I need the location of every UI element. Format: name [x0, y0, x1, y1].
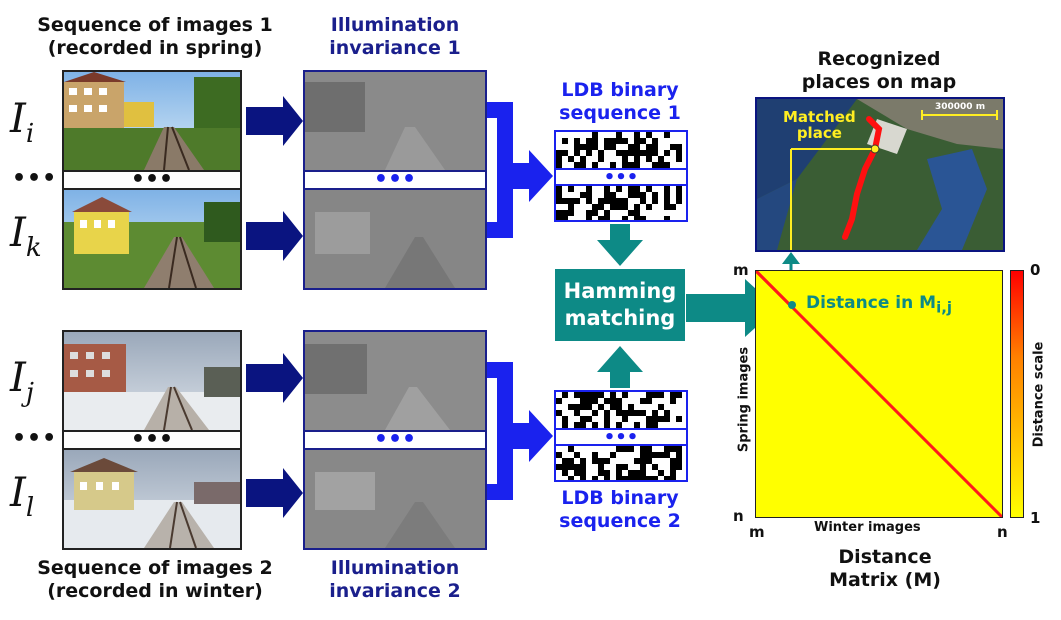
map-svg: [757, 99, 1003, 250]
bracket-illum2-to-ldb2: [487, 362, 553, 500]
ldb2-title-line1: LDB binary: [561, 487, 679, 509]
matrix-n-bottom: n: [997, 523, 1008, 541]
colorbar-top-label: 0: [1030, 261, 1041, 279]
map-scale-label: 300000 m: [935, 102, 986, 112]
label-j-sub: j: [25, 378, 34, 408]
seq2-title-line2: (recorded in winter): [47, 580, 263, 602]
ldb1-pattern: •••: [556, 132, 686, 220]
label-l-sub: l: [25, 493, 35, 523]
ldb2-pattern: •••: [556, 392, 686, 480]
illum2-strip: •••: [303, 330, 487, 550]
matrix-caption: Distance Matrix (M): [800, 546, 970, 592]
left-ellipsis-top: •••: [12, 166, 58, 191]
arrow-ldb2-to-hamming: [597, 346, 643, 388]
label-image-k: Ik: [10, 210, 42, 263]
ldb2-box: •••: [554, 390, 688, 482]
illum1-svg: •••: [305, 72, 485, 288]
arrow-spring-top: [246, 96, 303, 146]
label-image-i: Ii: [10, 96, 34, 149]
matrix-m-top: m: [733, 261, 749, 279]
matrix-m-bottom: m: [749, 523, 765, 541]
label-i-sub: i: [25, 119, 35, 149]
illum2-title: Illumination invariance 2: [300, 557, 490, 603]
arrow-winter-top: [246, 353, 303, 403]
spring-photos-svg: •••: [64, 72, 240, 288]
illum1-title: Illumination invariance 1: [300, 14, 490, 60]
illum2-svg: •••: [305, 332, 485, 548]
map-matched-label: Matched place: [783, 109, 856, 141]
svg-text:•••: •••: [604, 167, 639, 188]
winter-photo-1: [64, 332, 240, 431]
distance-label: Distance in Mi,j: [806, 293, 952, 316]
map-matched-dot: [870, 144, 880, 154]
map-track-path: [842, 116, 883, 240]
arrow-winter-bottom: [246, 468, 303, 518]
illum1-title-line1: Illumination: [330, 14, 460, 36]
illum2-title-line1: Illumination: [330, 557, 460, 579]
arrow-hamming-to-matrix: [686, 279, 777, 337]
label-k-base: I: [10, 210, 26, 256]
distance-label-sub: i,j: [936, 298, 953, 317]
left-ellipsis-bottom: •••: [12, 426, 58, 451]
seq1-title: Sequence of images 1 (recorded in spring…: [10, 14, 300, 60]
seq2-title-line1: Sequence of images 2: [37, 557, 273, 579]
bracket-illum1-to-ldb1: [487, 102, 553, 238]
ldb1-title-line2: sequence 1: [559, 102, 681, 124]
map-panel: Matched place 300000 m: [755, 97, 1005, 252]
ldb1-title: LDB binary sequence 1: [540, 79, 700, 125]
colorbar-axis-label: Distance scale: [1031, 341, 1047, 448]
matrix-y-label: Spring images: [736, 346, 752, 453]
ldb1-box: •••: [554, 130, 688, 222]
distance-label-text: Distance in M: [806, 293, 937, 313]
distance-matrix: [755, 270, 1003, 518]
matrix-caption-line2: Matrix (M): [829, 569, 941, 591]
spring-photo-1: [64, 72, 240, 171]
winter-photo-strip: •••: [62, 330, 242, 550]
colorbar-bottom-label: 1: [1030, 509, 1041, 527]
map-title-line2: places on map: [801, 71, 957, 93]
arrow-spring-bottom: [246, 211, 303, 261]
matrix-caption-line1: Distance: [838, 546, 932, 568]
distance-matrix-svg: [756, 271, 1002, 517]
map-title: Recognized places on map: [768, 48, 990, 94]
label-image-l: Il: [10, 470, 34, 523]
spring-photo-2: [64, 190, 240, 288]
label-l-base: I: [10, 470, 26, 516]
ldb1-title-line1: LDB binary: [561, 79, 679, 101]
winter-photo-2: [64, 450, 240, 548]
label-k-sub: k: [25, 233, 42, 263]
winter-photos-svg: •••: [64, 332, 240, 548]
matrix-n-left: n: [733, 507, 744, 525]
map-matched-line2: place: [796, 124, 842, 142]
svg-text:•••: •••: [604, 427, 639, 448]
seq1-title-line2: (recorded in spring): [47, 37, 263, 59]
hamming-line1: Hamming: [563, 279, 677, 303]
ldb2-title-line2: sequence 2: [559, 510, 681, 532]
hamming-line2: matching: [564, 306, 676, 330]
illum1-title-line2: invariance 1: [329, 37, 461, 59]
ldb2-title: LDB binary sequence 2: [540, 487, 700, 533]
matrix-x-label: Winter images: [814, 520, 921, 535]
map-title-line1: Recognized: [817, 48, 941, 70]
seq2-title: Sequence of images 2 (recorded in winter…: [10, 557, 300, 603]
matrix-match-marker: [756, 271, 794, 309]
label-j-base: I: [10, 355, 26, 401]
hamming-matching-box: Hamming matching: [555, 269, 685, 341]
matrix-diagonal: [756, 271, 1002, 517]
arrow-ldb1-to-hamming: [597, 224, 643, 266]
illum1-strip: •••: [303, 70, 487, 290]
matrix-match-dot: [788, 301, 796, 309]
map-matched-line1: Matched: [783, 108, 856, 126]
illum2-title-line2: invariance 2: [329, 580, 461, 602]
seq1-title-line1: Sequence of images 1: [37, 14, 273, 36]
colorbar: [1010, 270, 1024, 518]
label-image-j: Ij: [10, 355, 34, 408]
label-i-base: I: [10, 96, 26, 142]
spring-photo-strip: •••: [62, 70, 242, 290]
